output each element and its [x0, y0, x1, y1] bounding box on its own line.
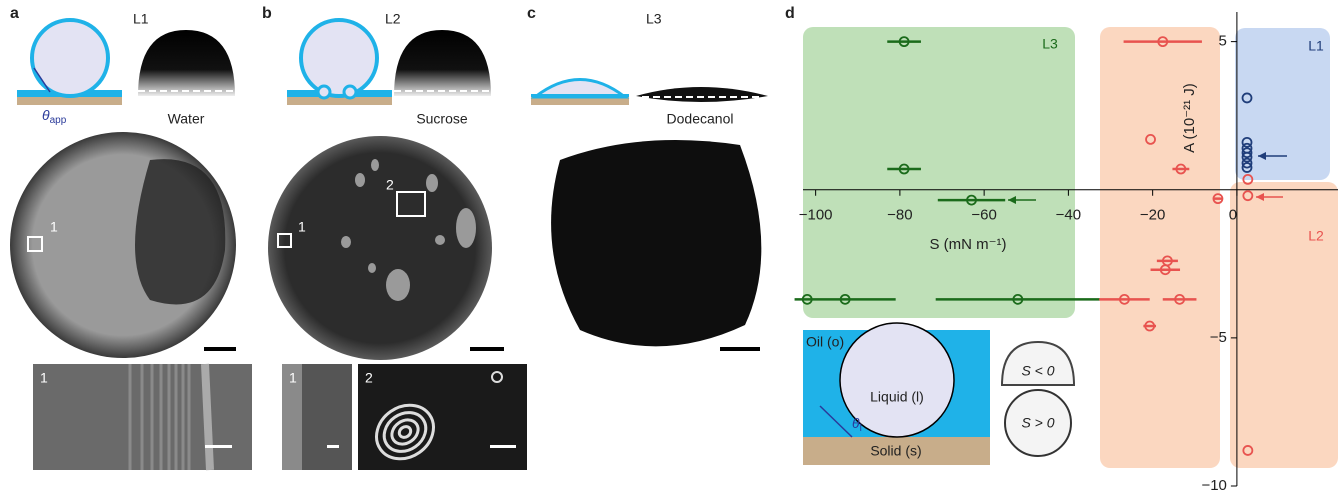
y-tick-label: −10: [1201, 477, 1226, 494]
x-tick-label: −80: [887, 207, 912, 224]
substrate: [17, 97, 122, 105]
region-label: 1: [298, 219, 306, 235]
micrograph: [551, 140, 761, 346]
x-tick-label: −100: [799, 207, 833, 224]
drop-label: Water: [168, 111, 205, 127]
figure: a L1 θapp Water 1 1 b L2 Sucrose 1 2 1 2…: [0, 0, 1338, 498]
panel-label: d: [785, 5, 795, 22]
series-label: L2: [1308, 228, 1324, 244]
x-tick-label: −40: [1056, 207, 1081, 224]
wetting-inset: Oil (o) Liquid (l) θl Solid (s) S < 0 S …: [803, 323, 1074, 465]
panel-label: b: [262, 5, 272, 22]
drop-label: Sucrose: [416, 111, 468, 127]
panel-b: b L2 Sucrose 1 2 1 2: [262, 5, 527, 470]
series-label: L3: [1042, 36, 1058, 52]
region-shade: [803, 27, 1075, 318]
region-label: 1: [50, 219, 58, 235]
region-shade: [1230, 182, 1338, 468]
scale-bar: [204, 347, 236, 351]
pocket: [318, 86, 330, 98]
oil-label: Oil (o): [806, 334, 844, 350]
liquid-label: L2: [385, 11, 401, 27]
panel-label: c: [527, 5, 536, 22]
scale-bar: [470, 347, 504, 351]
y-tick-label: −5: [1210, 329, 1227, 346]
drop-photo: [394, 30, 491, 96]
pocket: [344, 86, 356, 98]
oil-film: [531, 94, 629, 97]
inset-label: 1: [40, 370, 48, 386]
x-tick-label: −60: [971, 207, 996, 224]
page: {"panels": { "a": {"label": "a", "liquid…: [0, 0, 1338, 498]
panel-label: a: [10, 5, 19, 22]
inset-label: 2: [365, 370, 373, 386]
liquid-label: Liquid (l): [870, 389, 924, 405]
scale-bar: [720, 347, 760, 351]
region-shade: [1100, 27, 1220, 468]
negative-label: S < 0: [1021, 363, 1054, 379]
liquid-label: L1: [133, 11, 149, 27]
inset-label: 1: [289, 370, 297, 386]
y-tick-label: 5: [1219, 33, 1227, 50]
x-axis-label: S (mN m⁻¹): [929, 236, 1006, 253]
angle-subscript: app: [50, 115, 67, 126]
x-tick-label: 0: [1229, 207, 1237, 224]
micrograph: [268, 136, 492, 360]
drop-label: Dodecanol: [667, 111, 734, 127]
droplet: [301, 20, 377, 96]
drop-photo: [636, 87, 768, 102]
angle-label: θapp: [42, 107, 67, 126]
solid-label: Solid (s): [870, 443, 921, 459]
scale-bar: [327, 445, 339, 448]
scale-bar: [490, 445, 516, 448]
droplet: [32, 20, 108, 96]
substrate: [287, 97, 392, 105]
scale-bar: [205, 445, 232, 448]
liquid-label: L3: [646, 11, 662, 27]
drop-photo: [138, 30, 235, 96]
panel-a: a L1 θapp Water 1 1: [10, 5, 252, 470]
positive-label: S > 0: [1021, 415, 1054, 431]
region-label: 2: [386, 177, 394, 193]
x-tick-label: −20: [1140, 207, 1165, 224]
series-label: L1: [1308, 38, 1324, 54]
y-axis-label: A (10⁻²¹ J): [1181, 83, 1198, 153]
angle-subscript: l: [860, 423, 862, 434]
panel-c: c L3 Dodecanol: [527, 5, 768, 351]
